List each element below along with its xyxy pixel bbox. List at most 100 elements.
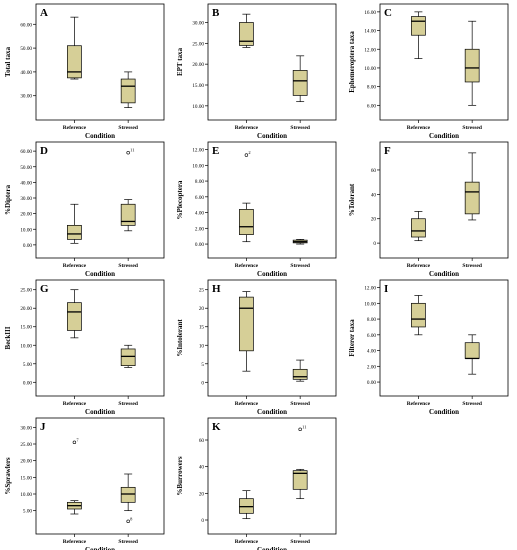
panel-frame (207, 3, 337, 121)
y-axis-title: %Burrowers (176, 456, 184, 495)
y-tick-label: 6.00 (367, 333, 376, 339)
y-tick-label: 15.00 (192, 83, 204, 89)
y-tick-label: 0 (201, 380, 204, 386)
y-axis-title: %Plecoptera (176, 180, 184, 219)
box-reference (239, 291, 254, 372)
panel-e: E 0.00 2.00 4.00 6.00 8.00 10.00 12.00 %Plecopte… (176, 141, 337, 278)
y-tick-label: 50.00 (20, 46, 32, 52)
y-tick-label: 12.00 (364, 47, 376, 53)
y-tick-label: 15.00 (20, 325, 32, 331)
y-tick-label: 40 (371, 192, 377, 198)
panel-g: G 0.00 5.00 10.00 15.00 20.00 25.00 BeckIII Refe… (4, 279, 165, 416)
panel-j: J 5.00 10.00 15.00 20.00 25.00 30.00 %Sprawlers… (4, 417, 165, 550)
y-axis-title: EPT taxa (176, 47, 184, 76)
iqr-box (67, 302, 82, 331)
outlier-label: 8 (130, 516, 133, 521)
y-tick-label: 20.00 (20, 306, 32, 312)
iqr-box (411, 302, 426, 328)
iqr-box (239, 498, 254, 514)
x-tick-label: Reference (63, 401, 87, 407)
x-tick-label: Reference (63, 125, 87, 131)
box-stressed (292, 359, 308, 382)
panel-frame (35, 3, 165, 121)
y-tick-label: 6.00 (367, 103, 376, 109)
box-reference (411, 295, 426, 336)
y-tick-label: 4.00 (195, 211, 204, 217)
y-tick-label: 0.00 (367, 380, 376, 386)
y-tick-label: 60.00 (20, 149, 32, 155)
y-tick-label: 4.00 (367, 349, 376, 355)
y-tick-label: 16.00 (364, 10, 376, 16)
y-tick-label: 0.00 (23, 243, 32, 249)
y-axis-title: %Intolerant (176, 319, 184, 357)
panel-frame (207, 417, 337, 535)
x-axis-title: Condition (85, 546, 115, 550)
x-tick-label: Reference (407, 125, 431, 131)
box-reference (67, 289, 82, 339)
box-stressed (292, 468, 308, 500)
panel-letter: D (40, 145, 48, 157)
x-tick-label: Reference (235, 539, 259, 545)
y-tick-label: 10.00 (192, 104, 204, 110)
x-tick-label: Stressed (462, 125, 481, 131)
iqr-box (464, 181, 480, 215)
box-reference (239, 202, 254, 243)
panel-frame (207, 141, 337, 259)
y-tick-label: 50.00 (20, 165, 32, 171)
y-tick-label: 20.00 (20, 212, 32, 218)
y-tick-label: 10.00 (20, 492, 32, 498)
y-tick-label: 5.00 (23, 509, 32, 515)
outlier-label: 11 (302, 424, 306, 429)
panel-letter: B (212, 7, 220, 19)
panel-letter: H (212, 283, 221, 295)
outlier-point (126, 519, 130, 524)
y-tick-label: 6.00 (195, 195, 204, 201)
x-tick-label: Reference (407, 401, 431, 407)
box-stressed (292, 238, 308, 245)
box-reference (239, 490, 254, 520)
x-tick-label: Reference (407, 263, 431, 269)
y-tick-label: 15.00 (20, 475, 32, 481)
x-axis-title: Condition (85, 270, 115, 278)
box-stressed (120, 344, 136, 368)
y-tick-label: 5 (201, 362, 204, 368)
x-tick-label: Stressed (118, 539, 137, 545)
x-axis-title: Condition (257, 132, 287, 140)
y-tick-label: 5.00 (23, 362, 32, 368)
iqr-box (120, 348, 136, 366)
box-reference (67, 16, 82, 80)
x-tick-label: Stressed (462, 401, 481, 407)
box-stressed (464, 152, 480, 221)
iqr-box (67, 45, 82, 79)
y-tick-label: 14.00 (364, 29, 376, 35)
box-stressed (120, 199, 136, 232)
box-reference (67, 203, 82, 244)
iqr-box (120, 486, 136, 503)
panel-letter: K (212, 421, 221, 433)
y-axis-title: %Sprawlers (4, 457, 12, 495)
y-tick-label: 10.00 (20, 343, 32, 349)
panel-c: C 6.00 8.00 10.00 12.00 14.00 16.00 Ephemeropte… (348, 3, 509, 140)
y-tick-label: 0 (373, 241, 376, 247)
box-stressed (464, 20, 480, 106)
iqr-box (292, 70, 308, 96)
y-tick-label: 25.00 (20, 288, 32, 294)
y-tick-label: 8.00 (367, 317, 376, 323)
iqr-box (411, 218, 426, 238)
box-stressed (292, 55, 308, 103)
x-axis-title: Condition (257, 546, 287, 550)
y-tick-label: 25.00 (20, 442, 32, 448)
outlier-label: 11 (130, 148, 134, 153)
y-tick-label: 60 (371, 168, 377, 174)
box-stressed (120, 71, 136, 108)
x-axis-title: Condition (257, 408, 287, 416)
y-tick-label: 40 (199, 465, 205, 471)
x-tick-label: Reference (235, 125, 259, 131)
iqr-box (67, 224, 82, 240)
y-tick-label: 0.00 (195, 242, 204, 248)
panel-i: I 0.00 2.00 4.00 6.00 8.00 10.00 12.00 Filterer … (348, 279, 509, 416)
outlier-point (244, 153, 249, 157)
panel-frame (379, 3, 509, 121)
y-axis-title: BeckIII (4, 326, 12, 349)
x-axis-title: Condition (85, 408, 115, 416)
